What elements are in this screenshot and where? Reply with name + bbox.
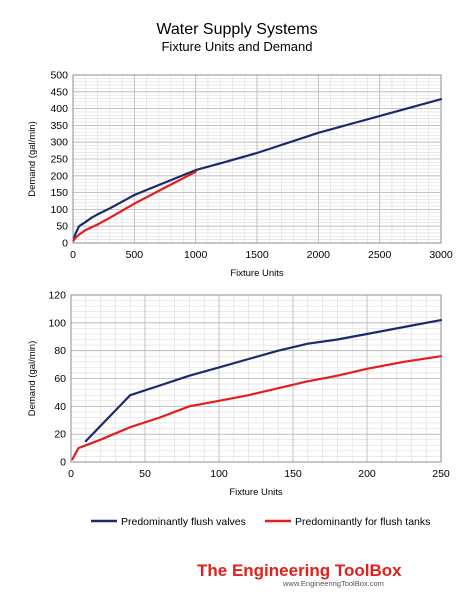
legend: Predominantly flush valves Predominantly … [91, 516, 430, 528]
y-tick-label: 300 [50, 137, 68, 149]
y-axis-label: Demand (gal/min) [27, 341, 38, 417]
x-tick-label: 250 [432, 468, 450, 480]
y-tick-label: 120 [48, 290, 66, 302]
chart-subtitle: Fixture Units and Demand [161, 39, 312, 54]
legend-label: Predominantly flush valves [121, 516, 246, 528]
y-tick-label: 100 [48, 317, 66, 329]
grid [70, 294, 442, 463]
x-tick-label: 50 [139, 468, 151, 480]
grid [72, 74, 442, 244]
brand-url: www.EngineeringToolBox.com [282, 579, 384, 588]
y-tick-label: 450 [50, 86, 68, 98]
y-tick-label: 40 [54, 401, 66, 413]
chart-title: Water Supply Systems [156, 21, 317, 38]
x-axis-label: Fixture Units [230, 268, 284, 279]
brand-name: The Engineering ToolBox [197, 561, 402, 580]
chart-2: 0 50 100 150 200 250 0 20 40 60 80 100 120 Fixture Un… [27, 290, 450, 499]
y-tick-label: 100 [50, 204, 68, 216]
x-tick-label: 2500 [368, 249, 392, 261]
x-tick-label: 150 [284, 468, 302, 480]
x-tick-label: 1500 [245, 249, 269, 261]
x-axis-label: Fixture Units [229, 487, 283, 498]
y-axis-label: Demand (gal/min) [27, 121, 38, 197]
y-tick-label: 400 [50, 103, 68, 115]
chart-1: 0 500 1000 1500 2000 2500 3000 0 50 100 150 200 250 3… [27, 70, 453, 280]
x-tick-label: 500 [126, 249, 144, 261]
y-tick-label: 250 [50, 154, 68, 166]
x-tick-label: 100 [210, 468, 228, 480]
series-line-flush-tanks [71, 355, 443, 461]
y-tick-label: 0 [62, 238, 68, 250]
y-tick-label: 0 [60, 457, 66, 469]
series-line-flush-tanks [72, 170, 197, 242]
x-tick-label: 2000 [307, 249, 331, 261]
x-tick-label: 0 [70, 249, 76, 261]
plot-frame [70, 294, 442, 463]
y-tick-label: 80 [54, 345, 66, 357]
series-line-flush-valves [73, 98, 443, 240]
legend-item: Predominantly for flush tanks [265, 516, 430, 528]
series-line-flush-valves [84, 319, 443, 443]
y-tick-label: 50 [56, 221, 68, 233]
y-tick-label: 20 [54, 429, 66, 441]
y-tick-label: 350 [50, 120, 68, 132]
plot-frame [72, 74, 442, 244]
brand-logo: The Engineering ToolBox www.EngineeringT… [197, 561, 402, 588]
legend-label: Predominantly for flush tanks [295, 516, 430, 528]
x-tick-label: 1000 [184, 249, 208, 261]
legend-item: Predominantly flush valves [91, 516, 246, 528]
y-tick-label: 150 [50, 187, 68, 199]
y-tick-label: 200 [50, 170, 68, 182]
y-tick-label: 60 [54, 373, 66, 385]
y-tick-label: 500 [50, 70, 68, 82]
x-tick-label: 3000 [429, 249, 453, 261]
x-tick-label: 200 [358, 468, 376, 480]
x-tick-label: 0 [68, 468, 74, 480]
